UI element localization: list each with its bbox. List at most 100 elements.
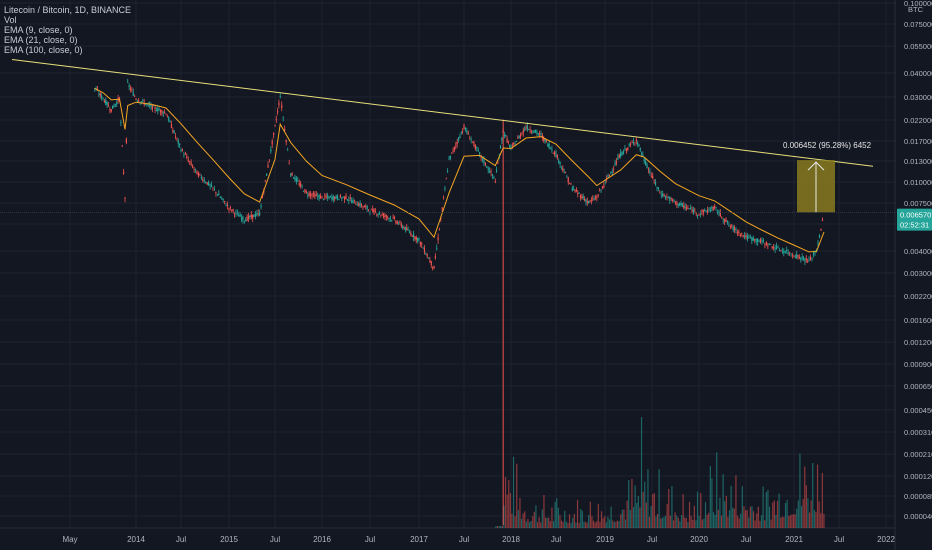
volume-bar — [549, 521, 551, 528]
volume-bar — [599, 521, 601, 528]
candle-body — [625, 148, 627, 151]
candle-body — [673, 199, 675, 202]
volume-bar — [698, 515, 700, 528]
candle-body — [632, 141, 635, 144]
candle-body — [685, 207, 688, 209]
candle-body — [764, 244, 766, 246]
volume-bar — [573, 513, 575, 528]
volume-bar — [570, 522, 572, 528]
volume-bar — [519, 497, 521, 528]
candle-body — [577, 192, 579, 194]
candle-body — [319, 195, 322, 199]
volume-bar — [528, 522, 531, 528]
candle-body — [758, 241, 760, 243]
candle-body — [343, 196, 346, 200]
candle-body — [483, 159, 485, 164]
candle-body — [608, 174, 611, 176]
volume-bar — [560, 520, 563, 528]
candle-body — [116, 101, 118, 105]
candle-body — [136, 100, 138, 102]
candle-body — [590, 199, 592, 201]
candle-body — [573, 188, 575, 191]
candle-body — [617, 157, 619, 160]
candle-body — [589, 200, 591, 202]
volume-bar — [556, 498, 558, 528]
time-tick-label: Jul — [647, 535, 657, 544]
candle-body — [556, 155, 558, 159]
volume-bar — [588, 514, 590, 528]
volume-bar — [696, 491, 699, 528]
candle-body — [509, 145, 511, 148]
candle-body — [586, 201, 588, 203]
candle-body — [447, 171, 449, 173]
candle-body — [506, 138, 508, 143]
candle-body — [374, 211, 377, 213]
volume-bar — [815, 511, 817, 528]
candle-body — [697, 214, 699, 216]
candle-body — [784, 251, 786, 253]
candle-body — [128, 85, 130, 87]
candle-body — [649, 170, 651, 173]
volume-bar — [589, 501, 591, 528]
candle-body — [419, 241, 421, 245]
candle-body — [457, 137, 460, 141]
candle-body — [341, 197, 343, 199]
volume-bar — [807, 498, 809, 528]
candle-body — [800, 257, 802, 260]
volume-bar — [637, 495, 639, 528]
volume-bar — [796, 508, 798, 528]
candle-body — [490, 171, 492, 173]
candle-body — [426, 254, 428, 257]
time-tick-label: Jul — [551, 535, 561, 544]
candle-body — [698, 214, 700, 216]
candle-body — [360, 204, 363, 207]
volume-bar — [508, 480, 510, 528]
candle-body — [533, 130, 535, 133]
volume-bar — [613, 521, 615, 528]
candle-body — [656, 186, 658, 188]
volume-bar — [626, 500, 628, 528]
candle-body — [352, 199, 354, 204]
candle-body — [215, 191, 217, 194]
candle-body — [528, 129, 530, 131]
candle-body — [474, 145, 476, 150]
volume-bar — [725, 495, 727, 528]
candle-body — [225, 205, 227, 207]
candle-body — [328, 196, 330, 199]
candle-body — [767, 245, 769, 247]
volume-bar — [671, 485, 673, 528]
volume-bar — [634, 485, 636, 528]
candle-body — [581, 196, 583, 199]
candle-body — [353, 199, 356, 201]
volume-bar — [759, 520, 761, 528]
candle-body — [332, 195, 334, 200]
candle-body — [149, 104, 151, 106]
volume-bar — [663, 517, 665, 528]
volume-bar — [612, 520, 614, 528]
time-tick-label: Jul — [365, 535, 375, 544]
volume-bar — [792, 514, 795, 528]
candle-body — [777, 246, 779, 248]
volume-bar — [618, 521, 620, 528]
candle-body — [325, 196, 327, 198]
volume-bar — [604, 516, 606, 528]
candle-body — [722, 219, 724, 221]
candle-body — [659, 192, 661, 194]
volume-bar — [639, 507, 641, 528]
volume-bar — [786, 500, 788, 528]
candle-body — [259, 212, 261, 216]
candle-body — [254, 213, 257, 217]
candle-body — [292, 178, 295, 179]
volume-bar — [770, 519, 772, 528]
candle-body — [402, 226, 404, 229]
candle-body — [295, 178, 297, 182]
candle-body — [376, 214, 378, 216]
volume-bar — [754, 520, 756, 528]
currency-label: BTC — [908, 5, 924, 14]
candle-body — [194, 168, 197, 170]
candle-body — [751, 237, 753, 241]
volume-bar — [791, 514, 793, 528]
volume-bar — [816, 464, 819, 528]
